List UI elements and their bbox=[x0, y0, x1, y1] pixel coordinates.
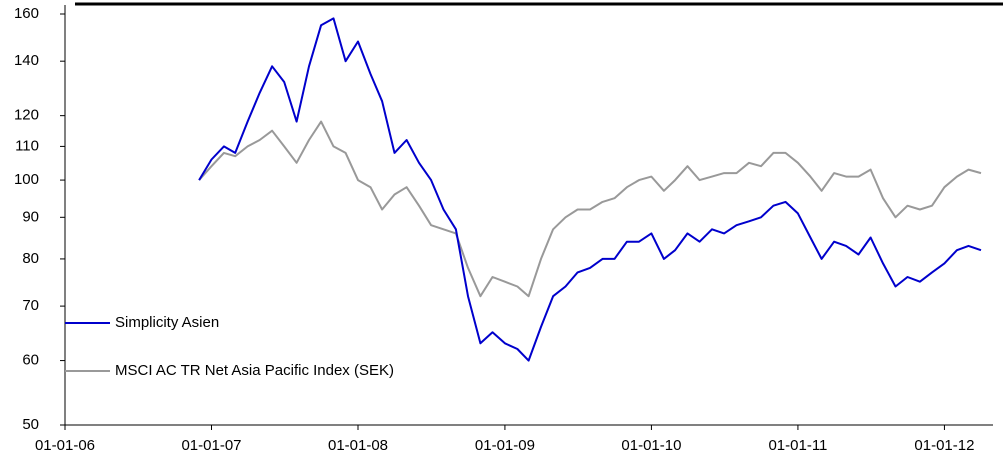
x-tick-label: 01-01-11 bbox=[768, 437, 827, 454]
y-tick-label: 100 bbox=[14, 171, 39, 188]
y-tick-label: 80 bbox=[22, 250, 39, 267]
y-tick-label: 110 bbox=[15, 137, 39, 154]
x-tick-label: 01-01-06 bbox=[35, 437, 95, 454]
x-tick-label: 01-01-09 bbox=[475, 437, 535, 454]
series-line bbox=[198, 120, 982, 298]
y-tick-label: 60 bbox=[22, 352, 39, 369]
y-tick-label: 160 bbox=[14, 5, 39, 22]
legend-label: MSCI AC TR Net Asia Pacific Index (SEK) bbox=[115, 362, 394, 379]
x-tick-label: 01-01-12 bbox=[914, 437, 974, 454]
y-tick-label: 120 bbox=[14, 107, 39, 124]
series-line bbox=[198, 17, 982, 362]
y-tick-label: 140 bbox=[14, 52, 39, 69]
y-tick-label: 50 bbox=[22, 416, 39, 433]
x-tick-label: 01-01-10 bbox=[621, 437, 681, 454]
legend-label: Simplicity Asien bbox=[115, 314, 219, 331]
y-tick-label: 70 bbox=[22, 297, 39, 314]
x-tick-label: 01-01-08 bbox=[328, 437, 388, 454]
y-tick-label: 90 bbox=[22, 208, 39, 225]
x-tick-label: 01-01-07 bbox=[181, 437, 241, 454]
